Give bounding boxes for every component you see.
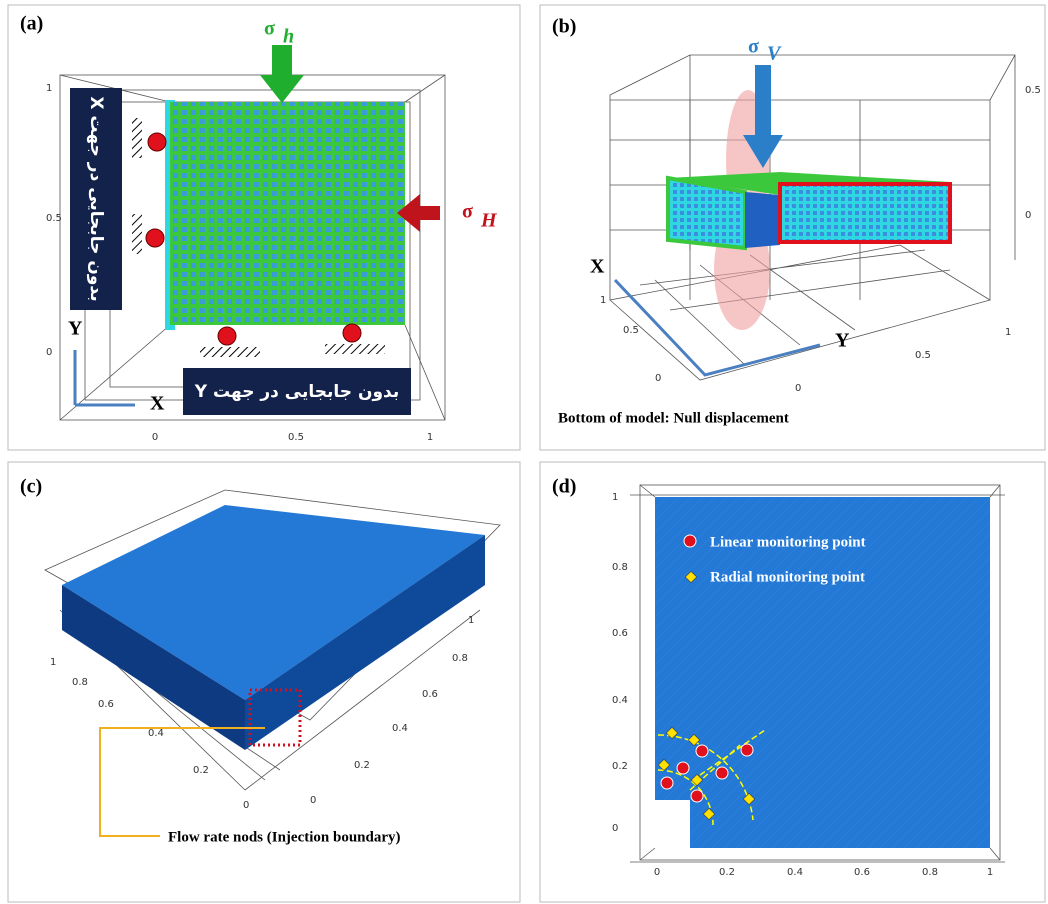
- label: 0.6: [98, 699, 114, 710]
- label: 0.2: [612, 761, 628, 772]
- label: σ: [264, 18, 275, 40]
- label: Y: [68, 318, 83, 340]
- label: 0.8: [612, 562, 628, 573]
- label: (a): [20, 13, 43, 35]
- label: σ: [462, 201, 473, 223]
- label: 0.8: [452, 653, 468, 664]
- model-a: [170, 102, 405, 325]
- label: 0: [152, 432, 158, 443]
- label: (c): [20, 476, 42, 498]
- label: 0.6: [854, 867, 870, 878]
- label: 0.8: [922, 867, 938, 878]
- label: X: [150, 393, 165, 415]
- label: 0.6: [422, 689, 438, 700]
- arrow-h: [260, 45, 304, 103]
- label: 0.2: [719, 867, 735, 878]
- label: H: [480, 210, 498, 232]
- label: 0.2: [354, 760, 370, 771]
- label: 0: [655, 373, 661, 384]
- label: 1: [612, 492, 618, 503]
- label: 0.5: [1025, 85, 1041, 96]
- label: h: [283, 26, 294, 48]
- label: 0.4: [612, 695, 628, 706]
- label: Bottom of model: Null displacement: [558, 410, 789, 426]
- label: Flow rate nods (Injection boundary): [168, 829, 401, 845]
- label: 0.5: [288, 432, 304, 443]
- label: Y: [835, 330, 850, 352]
- label: 0.5: [915, 350, 931, 361]
- label: X: [590, 256, 605, 278]
- label: 1: [468, 615, 474, 626]
- label: 0: [46, 347, 52, 358]
- label: 0.5: [46, 213, 62, 224]
- label: 1: [1005, 327, 1011, 338]
- label: σ: [748, 36, 759, 58]
- label: 0.6: [612, 628, 628, 639]
- model-front: [780, 184, 950, 242]
- label: 0: [243, 800, 249, 811]
- label: V: [767, 43, 782, 65]
- label: 0: [1025, 210, 1031, 221]
- figure: بدون جابجایی در جهت X بدون جابجایی در جه…: [0, 0, 1048, 904]
- note-y: بدون جابجایی در جهت Y: [194, 382, 399, 402]
- label: 1: [987, 867, 993, 878]
- model-side: [668, 178, 745, 248]
- axes-a: [75, 350, 135, 405]
- label: 0.4: [392, 723, 408, 734]
- label: 0: [612, 823, 618, 834]
- label: 0: [795, 383, 801, 394]
- label: 0.4: [787, 867, 803, 878]
- label: 1: [427, 432, 433, 443]
- label: 0.4: [148, 728, 164, 739]
- label: 1: [600, 295, 606, 306]
- label: 1: [50, 657, 56, 668]
- model-cut: [745, 192, 780, 248]
- label: 0: [310, 795, 316, 806]
- label: 0.8: [72, 677, 88, 688]
- label: (d): [552, 476, 576, 498]
- label: 0.5: [623, 325, 639, 336]
- note-x: بدون جابجایی در جهت X: [86, 96, 106, 301]
- label: Radial monitoring point: [710, 569, 865, 585]
- label: 0: [654, 867, 660, 878]
- label: Linear monitoring point: [710, 534, 866, 550]
- label: 1: [46, 83, 52, 94]
- label: (b): [552, 16, 576, 38]
- label: 0.2: [193, 765, 209, 776]
